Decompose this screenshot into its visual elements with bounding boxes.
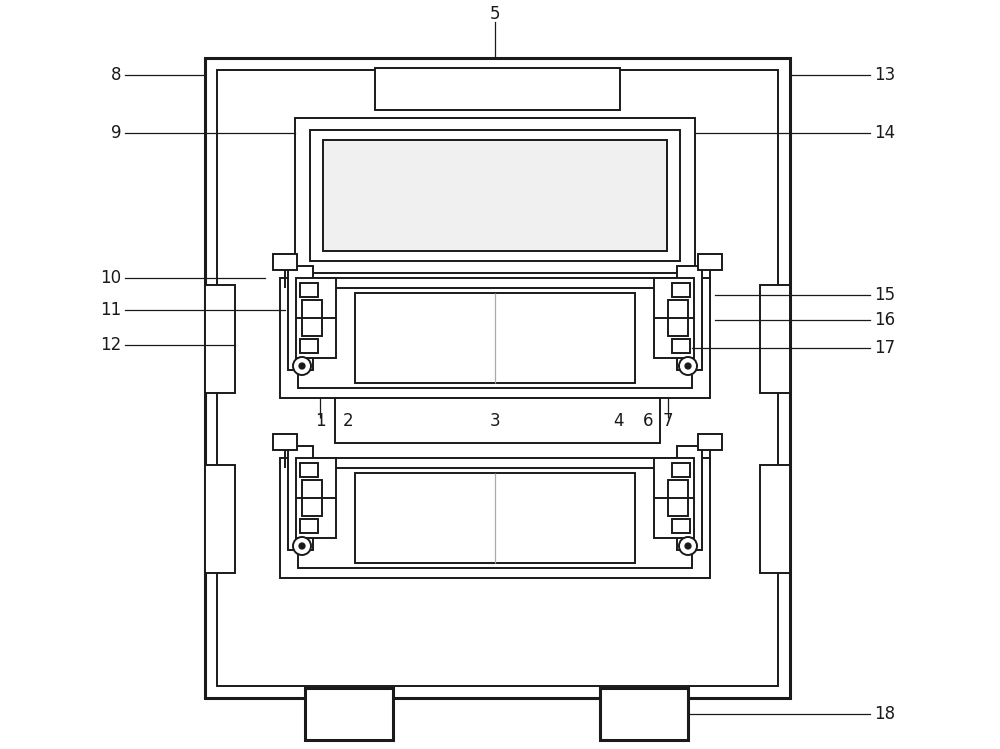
- Text: 5: 5: [490, 5, 500, 23]
- Circle shape: [679, 357, 697, 375]
- Bar: [300, 339, 318, 353]
- Bar: [654, 458, 694, 538]
- Text: 1: 1: [315, 412, 325, 430]
- Text: 10: 10: [100, 269, 121, 287]
- Circle shape: [679, 537, 697, 555]
- Bar: [205, 465, 235, 573]
- Text: 7: 7: [663, 412, 673, 430]
- Bar: [298, 468, 692, 568]
- Text: 14: 14: [874, 124, 895, 142]
- Bar: [300, 519, 318, 533]
- Bar: [760, 285, 790, 393]
- Bar: [298, 288, 692, 388]
- Text: 17: 17: [874, 339, 895, 357]
- Bar: [677, 266, 702, 370]
- Bar: [288, 446, 313, 550]
- Text: 8: 8: [110, 66, 121, 84]
- Bar: [300, 463, 318, 477]
- Text: 2: 2: [343, 412, 353, 430]
- Circle shape: [685, 363, 691, 369]
- Bar: [273, 254, 297, 270]
- Bar: [672, 463, 690, 477]
- Bar: [296, 458, 336, 538]
- Text: 15: 15: [874, 286, 895, 304]
- Bar: [280, 458, 710, 578]
- Bar: [323, 140, 667, 251]
- Text: 16: 16: [874, 311, 895, 329]
- Bar: [305, 688, 393, 740]
- Bar: [600, 688, 688, 740]
- Bar: [205, 58, 790, 698]
- Bar: [335, 398, 660, 443]
- Bar: [668, 300, 688, 336]
- Bar: [355, 293, 635, 383]
- Text: 18: 18: [874, 705, 895, 723]
- Text: 3: 3: [490, 412, 500, 430]
- Circle shape: [685, 543, 691, 549]
- Text: 6: 6: [643, 412, 653, 430]
- Bar: [355, 473, 635, 563]
- Bar: [760, 465, 790, 573]
- Bar: [654, 278, 694, 358]
- Bar: [302, 480, 322, 516]
- Bar: [668, 480, 688, 516]
- Text: 12: 12: [100, 336, 121, 354]
- Text: 11: 11: [100, 301, 121, 319]
- Bar: [295, 118, 695, 273]
- Circle shape: [299, 543, 305, 549]
- Bar: [302, 300, 322, 336]
- Bar: [273, 434, 297, 450]
- Bar: [300, 283, 318, 297]
- Bar: [280, 278, 710, 398]
- Circle shape: [293, 537, 311, 555]
- Bar: [698, 434, 722, 450]
- Bar: [698, 254, 722, 270]
- Text: 4: 4: [613, 412, 623, 430]
- Bar: [672, 519, 690, 533]
- Text: 13: 13: [874, 66, 895, 84]
- Bar: [375, 68, 620, 110]
- Bar: [677, 446, 702, 550]
- Bar: [296, 278, 336, 358]
- Bar: [205, 285, 235, 393]
- Circle shape: [299, 363, 305, 369]
- Circle shape: [293, 357, 311, 375]
- Text: 9: 9: [110, 124, 121, 142]
- Bar: [288, 266, 313, 370]
- Bar: [672, 339, 690, 353]
- Bar: [217, 70, 778, 686]
- Bar: [310, 130, 680, 261]
- Bar: [672, 283, 690, 297]
